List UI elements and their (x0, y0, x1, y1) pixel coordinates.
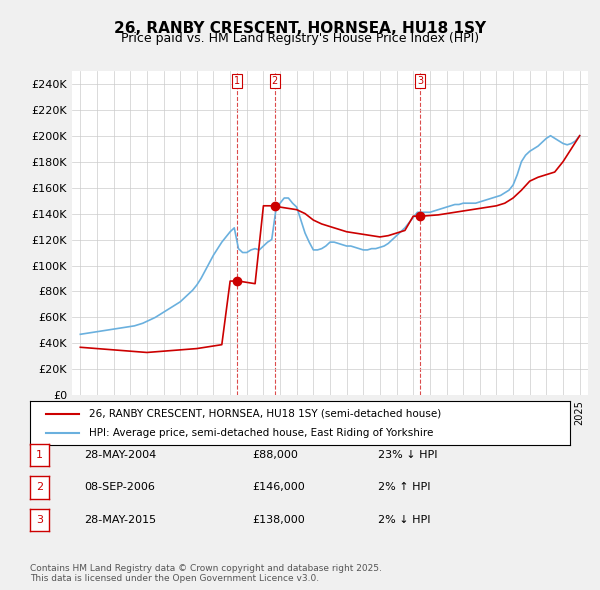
Text: £146,000: £146,000 (252, 483, 305, 492)
Text: 1: 1 (36, 450, 43, 460)
Text: Contains HM Land Registry data © Crown copyright and database right 2025.
This d: Contains HM Land Registry data © Crown c… (30, 563, 382, 583)
Text: 3: 3 (36, 515, 43, 525)
Text: 1: 1 (234, 76, 240, 86)
Text: 26, RANBY CRESCENT, HORNSEA, HU18 1SY (semi-detached house): 26, RANBY CRESCENT, HORNSEA, HU18 1SY (s… (89, 409, 442, 418)
Text: 28-MAY-2015: 28-MAY-2015 (84, 515, 156, 525)
Text: 08-SEP-2006: 08-SEP-2006 (84, 483, 155, 492)
Text: 26, RANBY CRESCENT, HORNSEA, HU18 1SY: 26, RANBY CRESCENT, HORNSEA, HU18 1SY (114, 21, 486, 35)
Text: £88,000: £88,000 (252, 450, 298, 460)
Text: 2% ↑ HPI: 2% ↑ HPI (378, 483, 431, 492)
Text: HPI: Average price, semi-detached house, East Riding of Yorkshire: HPI: Average price, semi-detached house,… (89, 428, 434, 438)
Text: Price paid vs. HM Land Registry's House Price Index (HPI): Price paid vs. HM Land Registry's House … (121, 32, 479, 45)
Text: 2: 2 (272, 76, 278, 86)
Text: 3: 3 (417, 76, 423, 86)
Text: 23% ↓ HPI: 23% ↓ HPI (378, 450, 437, 460)
Text: 28-MAY-2004: 28-MAY-2004 (84, 450, 156, 460)
Text: £138,000: £138,000 (252, 515, 305, 525)
Text: 2% ↓ HPI: 2% ↓ HPI (378, 515, 431, 525)
Text: 2: 2 (36, 483, 43, 492)
